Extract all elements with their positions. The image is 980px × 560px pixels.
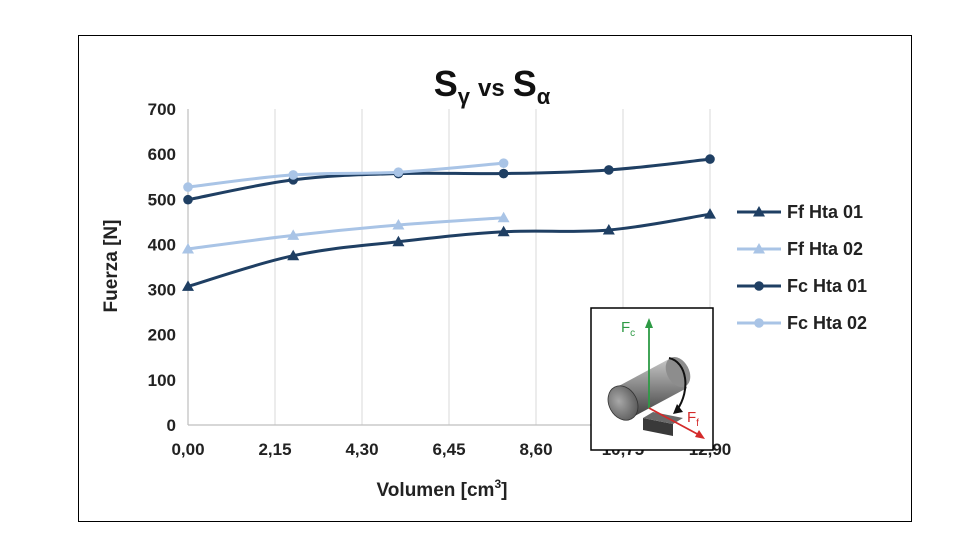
- y-axis-title: Fuerza [N]: [101, 220, 122, 313]
- y-tick-label: 0: [167, 416, 176, 435]
- legend-label: Ff Hta 02: [787, 239, 863, 259]
- data-point: [183, 194, 193, 205]
- legend-label: Fc Hta 02: [787, 313, 867, 333]
- data-point: [393, 167, 404, 177]
- chart: Sγ vs Sα 0 100 200 300 400 500 600 700 0,00 2,15 4,3…: [101, 63, 867, 501]
- ff-arrow-head: [695, 430, 705, 439]
- legend-marker: [753, 206, 765, 217]
- title-main-a: S: [434, 63, 458, 104]
- series-ff-hta-01: [182, 208, 716, 291]
- x-tick-label: 8,60: [519, 440, 552, 459]
- title-sub-b: α: [537, 84, 551, 109]
- legend-item: Ff Hta 02: [737, 239, 863, 259]
- x-axis-title-end: ]: [501, 480, 507, 501]
- series-layer: [182, 154, 716, 291]
- y-tick-label: 100: [148, 371, 176, 390]
- data-point: [498, 158, 509, 168]
- chart-title: Sγ vs Sα: [434, 63, 551, 109]
- data-point: [498, 168, 509, 179]
- title-sub-a: γ: [458, 84, 471, 109]
- x-axis-title: Volumen [cm3]: [377, 477, 508, 501]
- series-line: [187, 161, 504, 189]
- rotation-arrow-icon: [668, 357, 687, 411]
- fc-arrow-head: [645, 318, 653, 328]
- title-vs: vs: [478, 75, 505, 102]
- data-point: [704, 208, 716, 219]
- cylinder-end-cap: [665, 356, 691, 388]
- y-tick-label: 400: [148, 235, 176, 254]
- legend-label: Ff Hta 01: [787, 202, 863, 222]
- data-point: [602, 223, 615, 235]
- legend-marker: [754, 318, 764, 328]
- legend-label: Fc Hta 01: [787, 276, 867, 296]
- data-point: [497, 225, 510, 237]
- chart-frame: Sγ vs Sα 0 100 200 300 400 500 600 700 0,00 2,15 4,3…: [78, 35, 912, 522]
- legend-item: Fc Hta 02: [737, 313, 867, 333]
- x-tick-label: 6,45: [432, 440, 465, 459]
- data-point: [705, 154, 715, 164]
- legend-item: Fc Hta 01: [737, 276, 867, 296]
- data-point: [287, 249, 300, 261]
- inset-illustration: Fc Ff: [590, 307, 714, 451]
- series-line: [187, 157, 711, 202]
- ff-arrow-icon: [648, 407, 702, 437]
- legend-marker: [754, 281, 764, 291]
- x-tick-label: 4,30: [345, 440, 378, 459]
- data-point: [392, 219, 405, 230]
- y-tick-label: 500: [148, 190, 176, 209]
- data-point: [287, 229, 300, 240]
- series-fc-hta-02: [183, 158, 509, 192]
- y-tick-label: 300: [148, 281, 176, 300]
- legend-marker: [753, 243, 765, 254]
- y-tick-label: 700: [148, 100, 176, 119]
- data-point: [604, 165, 614, 175]
- series-line: [187, 212, 711, 288]
- y-tick-label: 600: [148, 145, 176, 164]
- series-line: [187, 216, 504, 251]
- x-axis-title-text: Volumen [cm: [377, 480, 495, 501]
- data-point: [183, 182, 193, 192]
- data-point: [497, 211, 510, 223]
- cylinder-front-cap: [607, 385, 639, 421]
- legend: Ff Hta 01 Ff Hta 02 Fc Hta 01 Fc Hta 02: [737, 202, 867, 333]
- data-point: [182, 280, 194, 291]
- x-axis-title-sup: 3: [494, 477, 501, 491]
- y-tick-label: 200: [148, 326, 176, 345]
- data-point: [288, 170, 299, 180]
- x-tick-label: 0,00: [171, 440, 204, 459]
- ff-label: Ff: [687, 409, 699, 429]
- rotation-arrow-head: [673, 404, 683, 414]
- data-point: [392, 235, 405, 247]
- series-ff-hta-02: [182, 211, 510, 254]
- legend-item: Ff Hta 01: [737, 202, 863, 222]
- title-main-b: S: [513, 63, 537, 104]
- data-point: [182, 242, 194, 254]
- x-tick-label: 2,15: [258, 440, 291, 459]
- fc-label: Fc: [621, 319, 635, 339]
